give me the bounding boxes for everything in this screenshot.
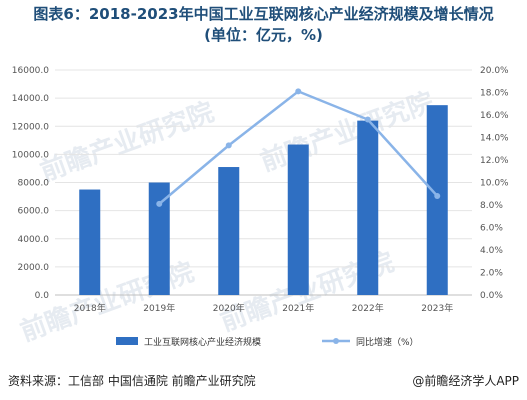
brand-credit: @前瞻经济学人APP [412, 374, 519, 388]
growth-rate-point [434, 193, 441, 199]
growth-rate-point [295, 88, 302, 95]
y-left-tick-label: 10000.0 [12, 150, 49, 160]
y-right-tick-label: 18.0% [480, 89, 509, 99]
growth-rate-point [156, 200, 163, 207]
legend-label-line: 同比增速（%） [356, 336, 419, 348]
y-left-tick-label: 0.0 [35, 291, 50, 301]
x-tick-label: 2018年 [74, 302, 106, 314]
y-left-tick-label: 14000.0 [12, 94, 49, 104]
legend-swatch-bar [116, 337, 138, 345]
y-left-tick-label: 8000.0 [18, 179, 50, 189]
y-left-tick-label: 6000.0 [18, 207, 50, 217]
x-tick-label: 2019年 [143, 302, 175, 314]
bar [287, 144, 309, 295]
y-right-tick-label: 6.0% [480, 224, 503, 234]
growth-rate-point [225, 142, 232, 149]
y-right-tick-label: 0.0% [480, 291, 503, 301]
y-right-tick-label: 2.0% [480, 269, 503, 279]
watermark-text: 前瞻产业研究院 [256, 86, 438, 177]
legend-label-bar: 工业互联网核心产业经济规模 [144, 336, 261, 348]
title-line-2: (单位：亿元，%) [204, 26, 323, 44]
y-right-tick-label: 10.0% [480, 179, 509, 189]
bar [218, 167, 240, 295]
y-left-tick-label: 12000.0 [12, 122, 49, 132]
x-tick-label: 2020年 [213, 302, 245, 314]
y-left-tick-label: 4000.0 [18, 235, 50, 245]
bar [148, 182, 170, 295]
source-note: 资料来源：工信部 中国信通院 前瞻产业研究院 [8, 374, 256, 388]
bar [426, 105, 448, 295]
watermark-text: 前瞻产业研究院 [36, 96, 218, 187]
y-right-tick-label: 14.0% [480, 134, 509, 144]
chart-title: 图表6：2018-2023年中国工业互联网核心产业经济规模及增长情况 (单位：亿… [0, 4, 527, 46]
title-line-1: 图表6：2018-2023年中国工业互联网核心产业经济规模及增长情况 [33, 5, 494, 23]
y-left-tick-label: 16000.0 [12, 66, 49, 76]
y-right-tick-label: 20.0% [480, 66, 509, 76]
y-right-tick-label: 4.0% [480, 246, 503, 256]
y-left-tick-label: 2000.0 [18, 263, 50, 273]
y-right-tick-label: 12.0% [480, 156, 509, 166]
y-right-tick-label: 8.0% [480, 201, 503, 211]
growth-rate-point [364, 116, 371, 123]
legend-swatch-point [333, 338, 339, 344]
x-tick-label: 2022年 [352, 302, 384, 314]
bar [79, 189, 101, 295]
x-tick-label: 2021年 [282, 302, 314, 314]
x-tick-label: 2023年 [421, 302, 453, 314]
bar [357, 120, 379, 295]
y-right-tick-label: 16.0% [480, 111, 509, 121]
